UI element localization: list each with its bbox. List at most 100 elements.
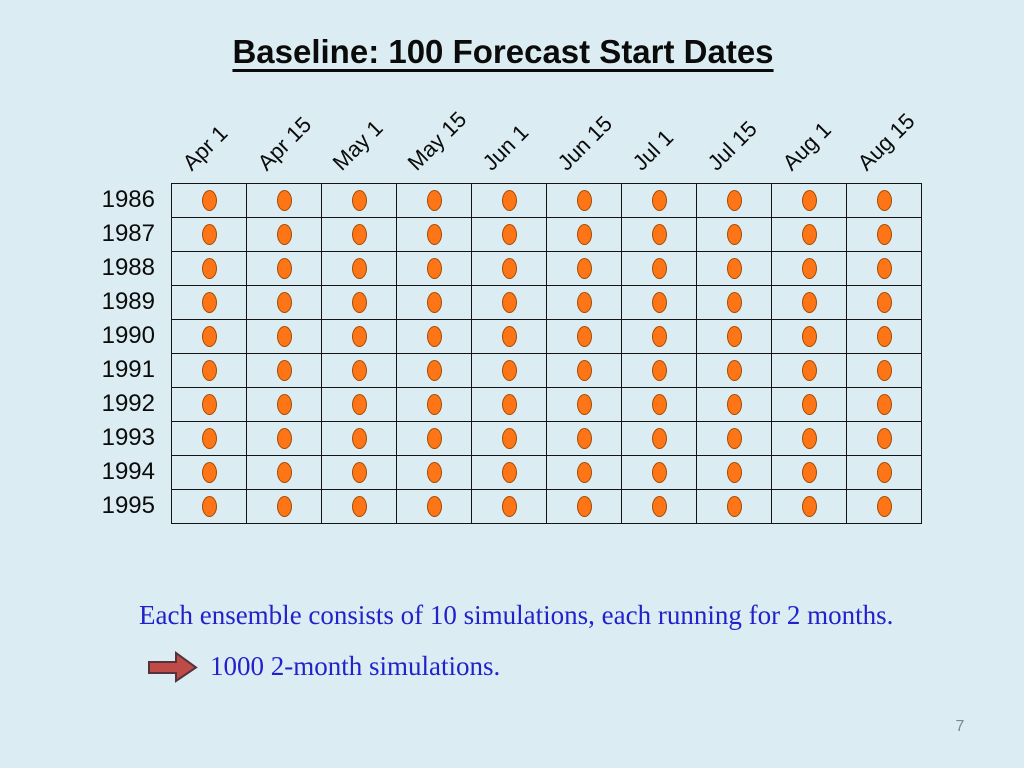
grid-cell xyxy=(846,183,922,218)
grid-row-1986 xyxy=(171,183,922,218)
grid-cell xyxy=(246,285,322,320)
caption-ensemble: Each ensemble consists of 10 simulations… xyxy=(139,600,894,630)
year-label-1986: 1986 xyxy=(101,186,155,213)
forecast-start-dot xyxy=(201,428,217,449)
forecast-start-dot xyxy=(276,224,292,245)
grid-cell xyxy=(621,217,697,252)
column-header-apr-15: Apr 15 xyxy=(252,111,317,176)
right-block-arrow-icon xyxy=(148,651,198,683)
forecast-start-dot xyxy=(801,394,817,415)
grid-cell xyxy=(846,489,922,524)
forecast-start-dot xyxy=(726,496,742,517)
forecast-start-dot xyxy=(201,394,217,415)
grid-cell xyxy=(771,319,847,354)
forecast-start-dot xyxy=(801,224,817,245)
grid-cell xyxy=(471,353,547,388)
grid-cell xyxy=(246,217,322,252)
grid-cell xyxy=(546,387,622,422)
forecast-start-dot xyxy=(651,292,667,313)
forecast-start-dot xyxy=(576,496,592,517)
grid-cell xyxy=(171,285,247,320)
forecast-start-dot xyxy=(201,326,217,347)
dot-grid-table xyxy=(171,183,922,524)
grid-cell xyxy=(471,183,547,218)
grid-cell xyxy=(171,251,247,286)
grid-cell xyxy=(546,489,622,524)
forecast-start-dot xyxy=(651,258,667,279)
grid-cell xyxy=(546,421,622,456)
grid-cell xyxy=(621,455,697,490)
forecast-start-dot xyxy=(576,292,592,313)
grid-cell xyxy=(321,421,397,456)
grid-cell xyxy=(696,183,772,218)
forecast-start-dot xyxy=(201,360,217,381)
column-header-may-15: May 15 xyxy=(402,106,472,176)
forecast-start-dot xyxy=(876,326,892,347)
page-title: Baseline: 100 Forecast Start Dates xyxy=(232,33,774,70)
grid-cell xyxy=(246,421,322,456)
year-label-1994: 1994 xyxy=(101,458,155,485)
grid-cell xyxy=(396,251,472,286)
grid-cell xyxy=(771,387,847,422)
forecast-start-dot xyxy=(576,428,592,449)
forecast-start-dot xyxy=(876,190,892,211)
grid-cell xyxy=(696,455,772,490)
grid-cell xyxy=(246,455,322,490)
forecast-start-dot xyxy=(501,360,517,381)
grid-cell xyxy=(696,421,772,456)
forecast-start-dot xyxy=(726,360,742,381)
forecast-start-dot xyxy=(501,394,517,415)
forecast-start-dot xyxy=(426,326,442,347)
grid-cell xyxy=(396,183,472,218)
forecast-start-dot xyxy=(201,496,217,517)
forecast-start-dot xyxy=(351,428,367,449)
forecast-start-dot xyxy=(351,258,367,279)
forecast-start-dot xyxy=(426,428,442,449)
forecast-start-dot xyxy=(201,462,217,483)
grid-cell xyxy=(171,353,247,388)
forecast-start-dot xyxy=(801,292,817,313)
forecast-start-dot xyxy=(651,394,667,415)
grid-cell xyxy=(321,387,397,422)
forecast-start-dot xyxy=(876,224,892,245)
grid-cell xyxy=(246,387,322,422)
grid-row-1995 xyxy=(171,489,922,524)
grid-cell xyxy=(696,251,772,286)
grid-cell xyxy=(696,319,772,354)
grid-cell xyxy=(471,319,547,354)
grid-cell xyxy=(471,285,547,320)
grid-cell xyxy=(846,217,922,252)
forecast-start-dot xyxy=(351,360,367,381)
grid-cell xyxy=(621,421,697,456)
grid-cell xyxy=(171,319,247,354)
grid-cell xyxy=(321,285,397,320)
forecast-start-dot xyxy=(876,360,892,381)
year-label-1991: 1991 xyxy=(101,356,155,383)
grid-cell xyxy=(396,455,472,490)
year-label-1987: 1987 xyxy=(101,220,155,247)
forecast-start-dot xyxy=(876,496,892,517)
forecast-start-dot xyxy=(351,326,367,347)
forecast-start-dot xyxy=(276,394,292,415)
grid-cell xyxy=(546,353,622,388)
grid-cell xyxy=(771,353,847,388)
forecast-start-dot xyxy=(801,462,817,483)
column-header-jun-1: Jun 1 xyxy=(477,119,534,176)
grid-row-1992 xyxy=(171,387,922,422)
grid-cell xyxy=(471,251,547,286)
grid-cell xyxy=(621,489,697,524)
grid-cell xyxy=(471,489,547,524)
grid-cell xyxy=(396,421,472,456)
grid-row-1989 xyxy=(171,285,922,320)
forecast-start-dot xyxy=(876,394,892,415)
grid-cell xyxy=(846,387,922,422)
grid-cell xyxy=(846,285,922,320)
grid-cell xyxy=(471,217,547,252)
forecast-start-dot xyxy=(276,190,292,211)
grid-cell xyxy=(696,217,772,252)
forecast-start-dot xyxy=(651,190,667,211)
forecast-start-dot xyxy=(651,360,667,381)
caption-total: 1000 2-month simulations. xyxy=(210,651,501,681)
forecast-start-dot xyxy=(351,224,367,245)
